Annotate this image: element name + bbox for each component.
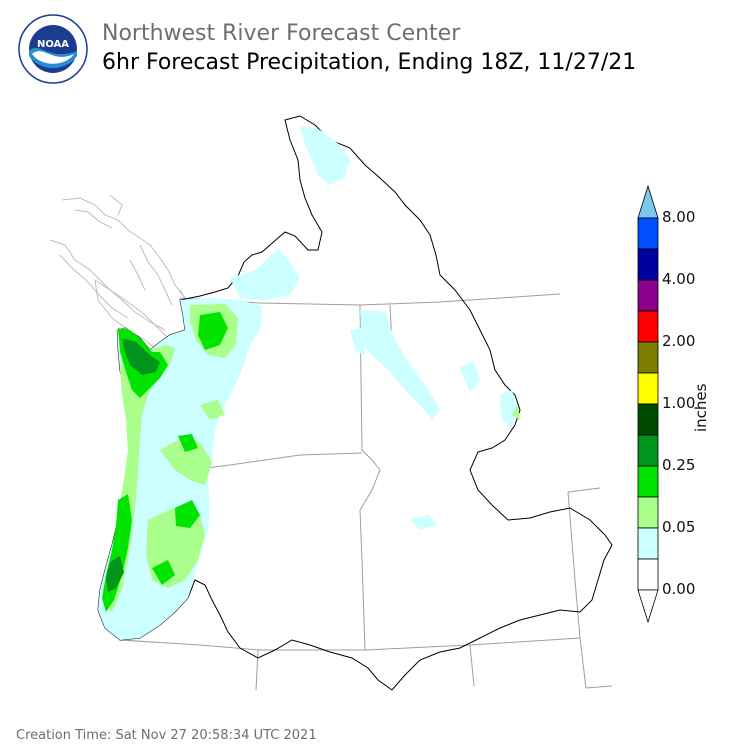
colorbar-top-arrow <box>637 184 659 219</box>
colorbar-tick-label: 0.05 <box>662 518 696 536</box>
colorbar-tick-label: 0.00 <box>662 580 696 598</box>
colorbar-segment <box>637 372 659 405</box>
colorbar-tick-label: 4.00 <box>662 270 696 288</box>
colorbar-segment <box>637 465 659 498</box>
colorbar-segment <box>637 248 659 281</box>
basin-boundary <box>97 115 613 691</box>
bc-coastline <box>49 194 191 331</box>
colorbar-tick-label: 2.00 <box>662 332 696 350</box>
colorbar-segment <box>637 217 659 250</box>
colorbar-units-label: inches <box>692 383 710 432</box>
colorbar-tick-label: 1.00 <box>662 394 696 412</box>
colorbar-segment <box>637 341 659 374</box>
colorbar-segment <box>637 403 659 436</box>
svg-text:NOAA: NOAA <box>37 39 69 50</box>
precip-colorbar <box>637 184 659 624</box>
colorbar-segments <box>637 184 659 624</box>
org-title: Northwest River Forecast Center <box>102 21 461 46</box>
colorbar-tick-label: 8.00 <box>662 208 696 226</box>
product-title: 6hr Forecast Precipitation, Ending 18Z, … <box>102 50 637 75</box>
colorbar-segment <box>637 496 659 529</box>
colorbar-tick-label: 0.25 <box>662 456 696 474</box>
state-borders <box>119 293 613 691</box>
colorbar-segment <box>637 434 659 467</box>
colorbar-segment <box>637 279 659 312</box>
noaa-logo: NOAA <box>18 14 88 84</box>
colorbar-bottom-arrow <box>637 589 659 624</box>
title-block: Northwest River Forecast Center 6hr Fore… <box>102 20 636 78</box>
colorbar-segment <box>637 527 659 560</box>
colorbar-segment <box>637 310 659 343</box>
precip-shading <box>98 125 520 640</box>
colorbar-segment <box>637 558 659 591</box>
creation-time: Creation Time: Sat Nov 27 20:58:34 UTC 2… <box>16 728 317 743</box>
